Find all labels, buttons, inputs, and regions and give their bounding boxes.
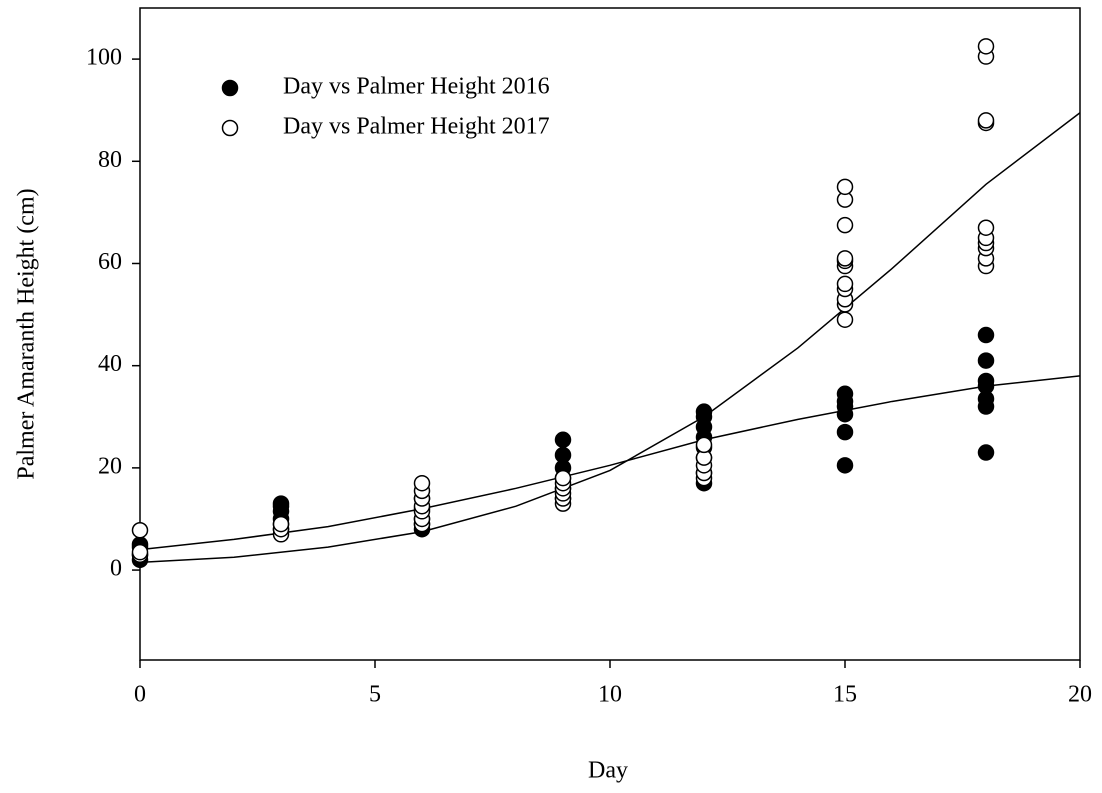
y-axis-label: Palmer Amaranth Height (cm) bbox=[14, 188, 40, 479]
legend-label: Day vs Palmer Height 2016 bbox=[283, 74, 550, 100]
data-point bbox=[977, 112, 995, 129]
data-point bbox=[977, 372, 995, 390]
legend-marker bbox=[221, 119, 239, 137]
x-axis-label: Day bbox=[588, 758, 628, 784]
data-point bbox=[977, 326, 995, 344]
data-point bbox=[836, 311, 854, 328]
data-point bbox=[131, 543, 149, 561]
data-point bbox=[977, 38, 995, 55]
legend-marker bbox=[221, 79, 239, 97]
y-tick-label: 0 bbox=[110, 556, 122, 582]
data-point bbox=[836, 457, 854, 474]
data-point bbox=[554, 469, 572, 487]
y-tick-label: 100 bbox=[86, 45, 122, 71]
data-point bbox=[272, 495, 290, 512]
x-tick-label: 20 bbox=[1068, 682, 1092, 708]
x-tick-label: 10 bbox=[598, 682, 622, 708]
x-tick-label: 0 bbox=[134, 682, 146, 708]
legend-label: Day vs Palmer Height 2017 bbox=[283, 114, 550, 140]
fit-curve bbox=[139, 375, 1081, 551]
data-point bbox=[554, 446, 572, 464]
plot-frame bbox=[139, 7, 1081, 661]
data-point bbox=[695, 436, 713, 454]
y-tick-label: 60 bbox=[98, 249, 122, 275]
x-tick-label: 15 bbox=[833, 682, 857, 708]
data-point bbox=[977, 352, 995, 369]
fit-curve bbox=[139, 112, 1081, 564]
data-point bbox=[836, 275, 854, 293]
data-point bbox=[836, 216, 854, 234]
data-point bbox=[977, 219, 995, 236]
data-point bbox=[836, 385, 854, 403]
data-point bbox=[413, 474, 431, 492]
data-point bbox=[977, 444, 995, 461]
data-point bbox=[836, 250, 854, 267]
data-point bbox=[554, 431, 572, 449]
data-point bbox=[836, 423, 854, 441]
data-point bbox=[836, 178, 854, 196]
y-tick-label: 40 bbox=[98, 351, 122, 377]
y-tick-label: 20 bbox=[98, 453, 122, 479]
y-tick-label: 80 bbox=[98, 147, 122, 173]
data-point bbox=[131, 521, 149, 539]
data-point bbox=[272, 515, 290, 533]
x-tick-label: 5 bbox=[369, 682, 381, 708]
